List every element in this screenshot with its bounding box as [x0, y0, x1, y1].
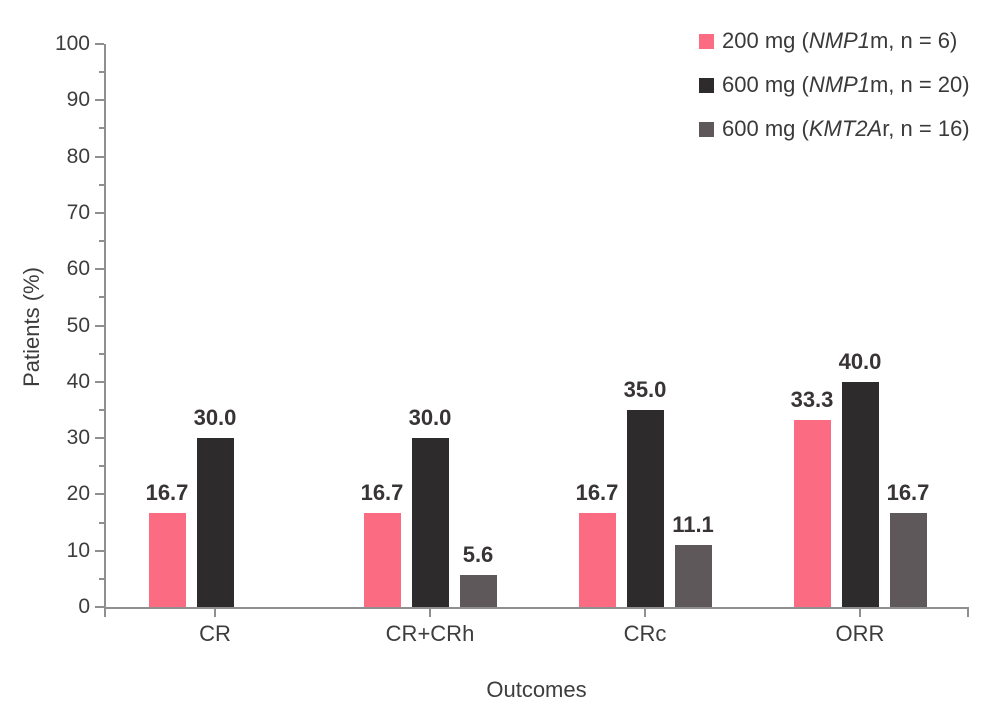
y-major-tick: [95, 380, 104, 383]
y-tick-label: 40: [66, 369, 90, 393]
y-major-tick: [95, 549, 104, 552]
x-tick: [644, 609, 646, 617]
x-category-label-CR+CRh: CR+CRh: [385, 621, 475, 646]
legend-label: 200 mg (NMP1m, n = 6): [722, 28, 957, 54]
bar-series2-CRc: [674, 544, 712, 607]
bar-value-label: 35.0: [623, 376, 667, 402]
y-major-tick: [95, 99, 104, 102]
y-minor-tick: [99, 408, 104, 411]
legend-item-600mg-kmt2a: 600 mg (KMT2Ar, n = 16): [699, 107, 970, 151]
bar-series1-CR+CRh: [411, 438, 449, 607]
y-tick-label: 70: [66, 200, 90, 224]
legend-label: 600 mg (NMP1m, n = 20): [722, 72, 970, 98]
x-axis-title: Outcomes: [486, 677, 587, 702]
bar-value-label: 30.0: [408, 405, 452, 431]
y-tick-label: 60: [66, 257, 90, 281]
x-tick: [859, 609, 861, 617]
y-minor-tick: [99, 240, 104, 243]
x-category-label-ORR: ORR: [835, 621, 885, 646]
legend-swatch-gray: [699, 121, 714, 137]
legend: 200 mg (NMP1m, n = 6) 600 mg (NMP1m, n =…: [699, 19, 970, 151]
x-axis-end-tick: [967, 609, 969, 617]
y-minor-tick: [99, 296, 104, 299]
bar-value-label: 16.7: [575, 479, 619, 505]
bar-value-label: 16.7: [360, 479, 404, 505]
x-tick: [214, 609, 216, 617]
legend-text: 600 mg (: [722, 116, 809, 141]
y-tick-label: 10: [66, 538, 90, 562]
y-axis-line: [104, 44, 106, 609]
legend-swatch-pink: [699, 33, 714, 49]
y-tick-label: 50: [66, 313, 90, 337]
bar-series1-CRc: [626, 409, 664, 607]
y-major-tick: [95, 268, 104, 271]
legend-text: r, n = 16): [882, 116, 970, 141]
legend-item-200mg-nmp1: 200 mg (NMP1m, n = 6): [699, 19, 970, 63]
bar-value-label: 16.7: [886, 479, 930, 505]
bar-series2-CR+CRh: [459, 575, 497, 607]
legend-text: m, n = 6): [869, 28, 958, 53]
bar-value-label: 5.6: [462, 542, 494, 568]
y-tick-label: 0: [78, 595, 90, 618]
legend-text: 600 mg (: [722, 72, 809, 97]
x-axis-line: [104, 607, 969, 609]
legend-text: m, n = 20): [869, 72, 970, 97]
y-tick-label: 20: [66, 482, 90, 506]
y-tick-label: 90: [66, 88, 90, 112]
bar-series0-CR+CRh: [363, 512, 401, 607]
bar-series0-ORR: [793, 419, 831, 607]
legend-gene-text: NMP1: [808, 72, 870, 97]
y-minor-tick: [99, 465, 104, 468]
bar-value-label: 40.0: [838, 348, 882, 374]
y-major-tick: [95, 43, 104, 45]
y-minor-tick: [99, 183, 104, 186]
bar-value-label: 33.3: [790, 386, 834, 412]
bar-value-label: 30.0: [193, 405, 237, 431]
bar-series2-ORR: [889, 512, 927, 607]
y-tick-label: 80: [66, 144, 90, 168]
bar-series1-CR: [196, 438, 234, 607]
y-major-tick: [95, 437, 104, 440]
y-tick-label: 100: [54, 32, 90, 55]
y-major-tick: [95, 324, 104, 327]
legend-text: 200 mg (: [722, 28, 809, 53]
y-minor-tick: [99, 127, 104, 130]
y-major-tick: [95, 211, 104, 214]
legend-gene-text: KMT2A: [808, 116, 883, 141]
x-axis-end-tick: [104, 609, 106, 617]
bar-series0-CR: [148, 512, 186, 607]
y-major-tick: [95, 606, 104, 608]
x-category-label-CR: CR: [199, 621, 231, 646]
y-minor-tick: [99, 521, 104, 524]
y-major-tick: [95, 155, 104, 158]
bar-value-label: 16.7: [145, 479, 189, 505]
bar-series0-CRc: [578, 512, 616, 607]
legend-swatch-dark: [699, 77, 714, 93]
legend-gene-text: NMP1: [808, 28, 870, 53]
y-minor-tick: [99, 577, 104, 580]
x-category-label-CRc: CRc: [623, 621, 667, 646]
y-minor-tick: [99, 352, 104, 355]
y-major-tick: [95, 493, 104, 496]
y-tick-label: 30: [66, 426, 90, 450]
legend-item-600mg-nmp1: 600 mg (NMP1m, n = 20): [699, 63, 970, 107]
legend-label: 600 mg (KMT2Ar, n = 16): [722, 116, 970, 142]
x-tick: [429, 609, 431, 617]
bar-value-label: 11.1: [672, 511, 714, 537]
bar-series1-ORR: [841, 381, 879, 607]
y-minor-tick: [99, 71, 104, 74]
